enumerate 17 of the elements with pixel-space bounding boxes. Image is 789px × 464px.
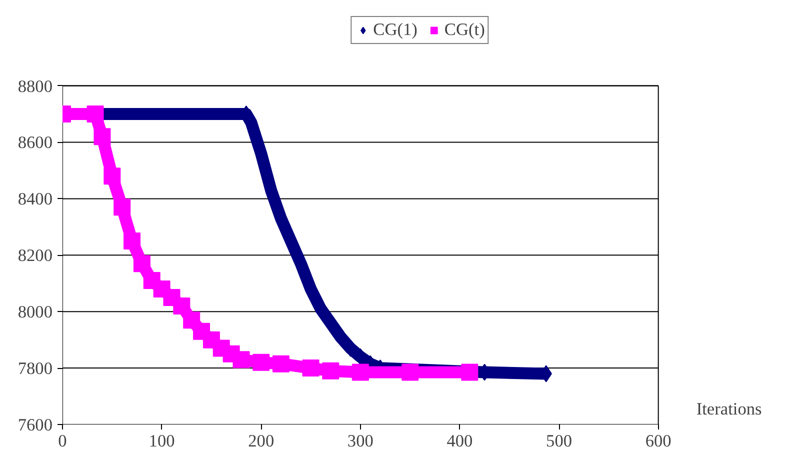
x-tick-label: 200 [248, 432, 274, 450]
x-tick-label: 600 [645, 432, 672, 450]
x-tick-label: 300 [347, 432, 374, 450]
y-tick-label: 7800 [18, 359, 52, 378]
x-tick-label: 500 [546, 432, 572, 450]
legend-label: CG(1) [373, 20, 418, 40]
legend-label: CG(t) [444, 20, 485, 40]
y-tick-label: 7600 [18, 416, 52, 434]
y-tick-label: 8800 [18, 76, 52, 96]
y-tick-label: 8600 [18, 133, 52, 152]
y-tick-label: 8400 [18, 190, 52, 209]
x-axis-title: Iterations [696, 400, 762, 418]
x-tick-label: 0 [58, 432, 67, 450]
y-tick-label: 8000 [18, 302, 52, 322]
y-tick-label: 8200 [18, 246, 52, 266]
x-tick-label: 100 [148, 432, 175, 450]
x-tick-label: 400 [446, 432, 473, 450]
